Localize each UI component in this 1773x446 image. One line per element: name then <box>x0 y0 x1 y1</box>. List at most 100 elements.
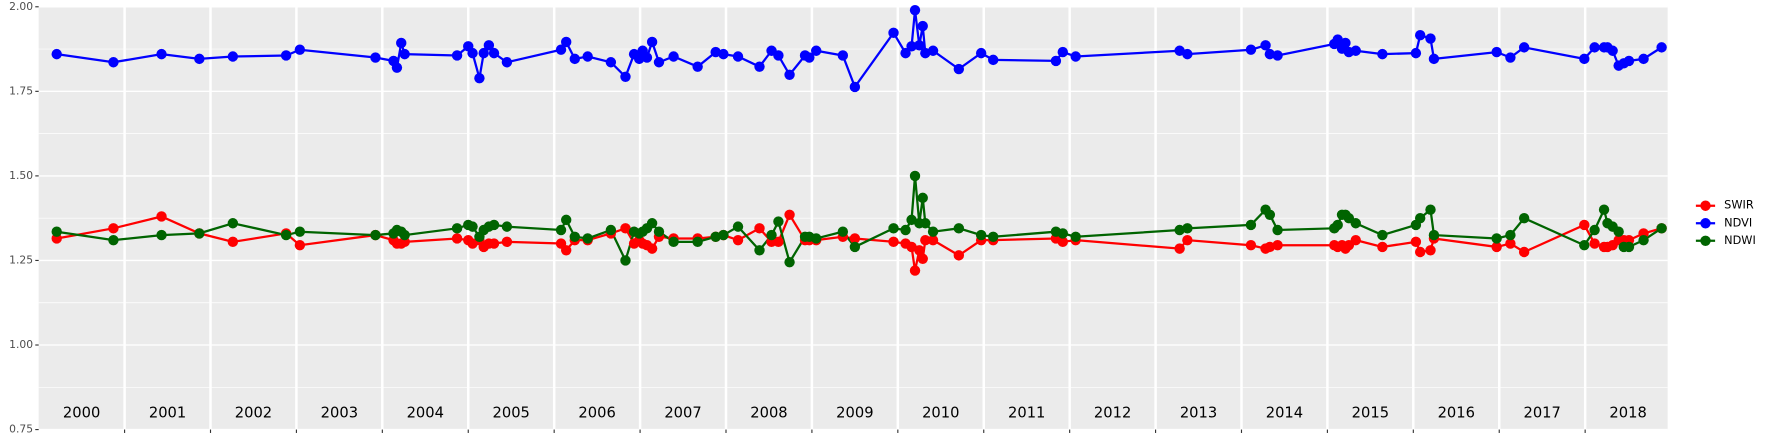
legend-key-point <box>1700 218 1711 229</box>
year-label: 2015 <box>1352 405 1389 422</box>
data-point <box>1656 42 1667 53</box>
data-point <box>927 45 939 56</box>
data-point <box>1070 51 1081 62</box>
data-point <box>1607 45 1618 56</box>
data-point <box>1613 226 1624 237</box>
year-label: 2012 <box>1094 405 1131 422</box>
data-point <box>718 48 729 60</box>
data-point <box>914 245 925 256</box>
data-point <box>987 231 999 242</box>
data-point <box>888 223 899 234</box>
data-point <box>1350 45 1361 56</box>
data-point <box>478 47 489 59</box>
data-point <box>1579 219 1590 231</box>
data-point <box>108 234 119 246</box>
data-point <box>754 61 765 72</box>
data-point <box>483 40 495 51</box>
legend-label: NDVI <box>1724 216 1752 229</box>
data-point <box>1598 204 1610 215</box>
data-point <box>194 228 205 239</box>
data-point <box>1377 48 1388 60</box>
data-point <box>227 51 239 62</box>
data-point <box>784 69 795 80</box>
data-point <box>620 223 631 234</box>
data-point <box>605 57 617 68</box>
y-tick-label: 0.75 <box>9 423 33 436</box>
legend-label: SWIR <box>1724 199 1754 212</box>
data-point <box>917 253 928 264</box>
data-point <box>467 47 478 59</box>
year-label: 2002 <box>235 405 272 422</box>
data-point <box>811 233 822 244</box>
year-label: 2006 <box>578 405 615 422</box>
data-point <box>888 27 899 39</box>
data-point <box>634 53 645 65</box>
data-point <box>1491 241 1502 253</box>
year-label: 2009 <box>836 405 873 422</box>
data-point <box>653 57 665 68</box>
data-point <box>766 229 777 241</box>
data-point <box>1656 223 1667 234</box>
data-point <box>1272 50 1283 61</box>
data-point <box>1491 233 1502 244</box>
year-label: 2018 <box>1609 405 1646 422</box>
data-point <box>804 52 815 63</box>
data-point <box>773 216 784 227</box>
y-tick-label: 1.25 <box>9 253 33 266</box>
year-label: 2016 <box>1438 405 1475 422</box>
data-point <box>906 41 917 52</box>
data-point <box>501 236 513 248</box>
data-point <box>1518 212 1530 224</box>
data-point <box>370 229 381 241</box>
data-point <box>641 52 653 63</box>
data-point <box>1182 223 1193 234</box>
data-point <box>1589 238 1600 249</box>
year-label: 2014 <box>1266 405 1303 422</box>
data-point <box>1410 47 1422 59</box>
data-point <box>773 236 784 248</box>
data-point <box>1332 219 1343 231</box>
data-point <box>1414 212 1426 224</box>
y-tick-label: 1.75 <box>9 84 33 97</box>
data-point <box>1264 241 1276 253</box>
data-point <box>1638 53 1649 65</box>
data-point <box>975 229 987 241</box>
data-point <box>849 233 861 244</box>
data-point <box>294 226 306 237</box>
data-point <box>888 236 899 248</box>
data-point <box>909 170 921 182</box>
data-point <box>710 231 721 242</box>
data-point <box>569 53 580 65</box>
y-tick-label: 1.00 <box>9 338 33 351</box>
data-point <box>1057 236 1068 248</box>
data-point <box>156 229 167 241</box>
data-point <box>900 224 911 236</box>
data-point <box>280 50 292 61</box>
data-point <box>1428 229 1440 241</box>
data-point <box>1264 209 1276 220</box>
data-point <box>467 221 478 232</box>
data-point <box>582 51 593 62</box>
data-point <box>917 192 928 204</box>
data-point <box>1377 229 1388 241</box>
data-point <box>156 48 167 60</box>
y-tick-label: 2.00 <box>9 0 33 13</box>
data-point <box>987 54 999 66</box>
year-label: 2000 <box>63 405 100 422</box>
data-point <box>837 50 849 61</box>
data-point <box>1350 218 1361 229</box>
data-point <box>1182 48 1193 60</box>
data-point <box>927 234 939 246</box>
data-point <box>953 250 965 261</box>
data-point <box>555 224 567 236</box>
data-point <box>653 226 665 237</box>
data-point <box>1272 240 1283 251</box>
data-point <box>488 219 500 231</box>
data-point <box>917 20 928 32</box>
data-point <box>451 223 463 234</box>
data-point <box>646 218 658 229</box>
data-point <box>1491 46 1502 58</box>
data-point <box>1070 231 1081 242</box>
data-point <box>1264 48 1276 60</box>
data-point <box>620 71 631 82</box>
